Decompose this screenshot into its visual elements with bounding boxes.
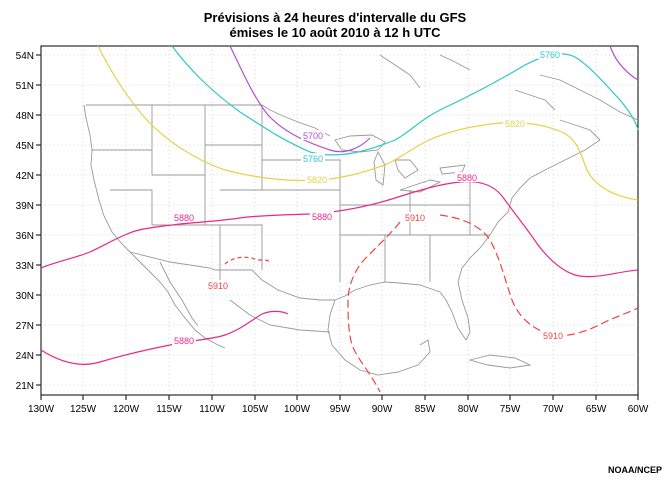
lon-label: 90W (372, 404, 393, 415)
contour-label-5820-east: 5820 (505, 119, 525, 129)
contour-label-5910-b: 5910 (208, 281, 228, 291)
lon-label: 120W (113, 404, 140, 415)
contour-line-5910-west (347, 221, 401, 393)
lon-label: 130W (28, 404, 55, 415)
lat-label: 48N (16, 111, 34, 122)
cuba-outline (468, 354, 532, 369)
state-line (110, 189, 153, 225)
atlantic-coastline (439, 139, 601, 341)
contour-line-5700-east (609, 45, 639, 81)
lon-label: 80W (458, 404, 479, 415)
hudson-bay-coastline (439, 54, 471, 71)
gulf-coastline-mexico (327, 299, 419, 376)
state-line (152, 224, 263, 270)
canada-coastline (539, 74, 639, 121)
map-frame (40, 45, 639, 396)
contour-label-5760-east: 5760 (540, 50, 560, 60)
state-line (261, 105, 386, 282)
lat-label: 36N (16, 231, 34, 242)
us-mexico-border (129, 251, 335, 301)
contour-label-5910-a: 5910 (405, 213, 425, 223)
contour-label-5910-c: 5910 (543, 331, 563, 341)
lat-label: 21N (16, 381, 34, 392)
lake-superior (334, 134, 386, 153)
contour-label-5820-west: 5820 (307, 175, 327, 185)
lake-huron (394, 159, 419, 179)
geography-outlines (83, 54, 639, 376)
yucatan-coastline (417, 339, 431, 366)
lat-label: 30N (16, 291, 34, 302)
chart-title-line-1: Prévisions à 24 heures d'intervalle du G… (203, 10, 467, 25)
contour-label-5880-b: 5880 (312, 212, 332, 222)
lat-label: 51N (16, 81, 34, 92)
lat-label: 54N (16, 51, 34, 62)
lon-label: 110W (199, 404, 225, 415)
state-line (262, 159, 341, 190)
lon-label: 70W (543, 404, 564, 415)
state-line (151, 150, 205, 176)
chart-title-line-2: émises le 10 août 2010 à 12 h UTC (229, 25, 441, 40)
lon-label: 95W (330, 404, 351, 415)
longitude-ticks (40, 395, 639, 400)
lon-label: 75W (500, 404, 521, 415)
lon-label: 125W (70, 404, 97, 415)
lon-label: 60W (628, 404, 649, 415)
contour-label-5760-west: 5760 (303, 154, 323, 164)
baja-coastline (159, 261, 199, 327)
lake-erie (399, 179, 442, 193)
longitude-labels: 130W 125W 120W 115W 110W 105W 100W 95W 9… (28, 404, 649, 415)
lon-label: 85W (415, 404, 436, 415)
lat-label: 27N (16, 321, 34, 332)
contour-label-5880-a: 5880 (174, 213, 194, 223)
lat-label: 24N (16, 351, 34, 362)
lat-label: 39N (16, 201, 34, 212)
nova-scotia-coastline (559, 119, 601, 141)
mexico-state-line (229, 299, 331, 333)
lon-label: 65W (586, 404, 607, 415)
contour-line-5910-southwest (224, 256, 271, 265)
contour-line-5700-west (229, 45, 371, 153)
contour-label-5700: 5700 (303, 131, 323, 141)
contour-label-5880-d: 5880 (174, 336, 194, 346)
lon-label: 115W (156, 404, 182, 415)
lat-label: 42N (16, 171, 34, 182)
contour-label-5880-c: 5880 (457, 173, 477, 183)
contour-line-5910-east (439, 214, 639, 337)
latitude-labels: 54N 51N 48N 45N 42N 39N 36N 33N 30N 27N … (16, 51, 34, 392)
st-lawrence-coastline (514, 89, 556, 111)
lat-label: 33N (16, 261, 34, 272)
gulf-coastline-north (334, 281, 441, 301)
contour-labels: 5700 5760 5760 5820 5820 5880 5880 5880 … (172, 49, 565, 346)
contour-line-5820 (97, 45, 639, 201)
contour-line-5880-north (40, 180, 639, 278)
lon-label: 105W (242, 404, 269, 415)
contour-line-5760 (171, 45, 639, 156)
lat-label: 45N (16, 141, 34, 152)
hudson-bay-coastline (379, 54, 421, 89)
lon-label: 100W (284, 404, 311, 415)
lake-michigan (373, 150, 386, 186)
latitude-ticks (36, 54, 41, 386)
great-lakes-border (261, 104, 331, 137)
source-credit: NOAA/NCEP (607, 465, 662, 475)
